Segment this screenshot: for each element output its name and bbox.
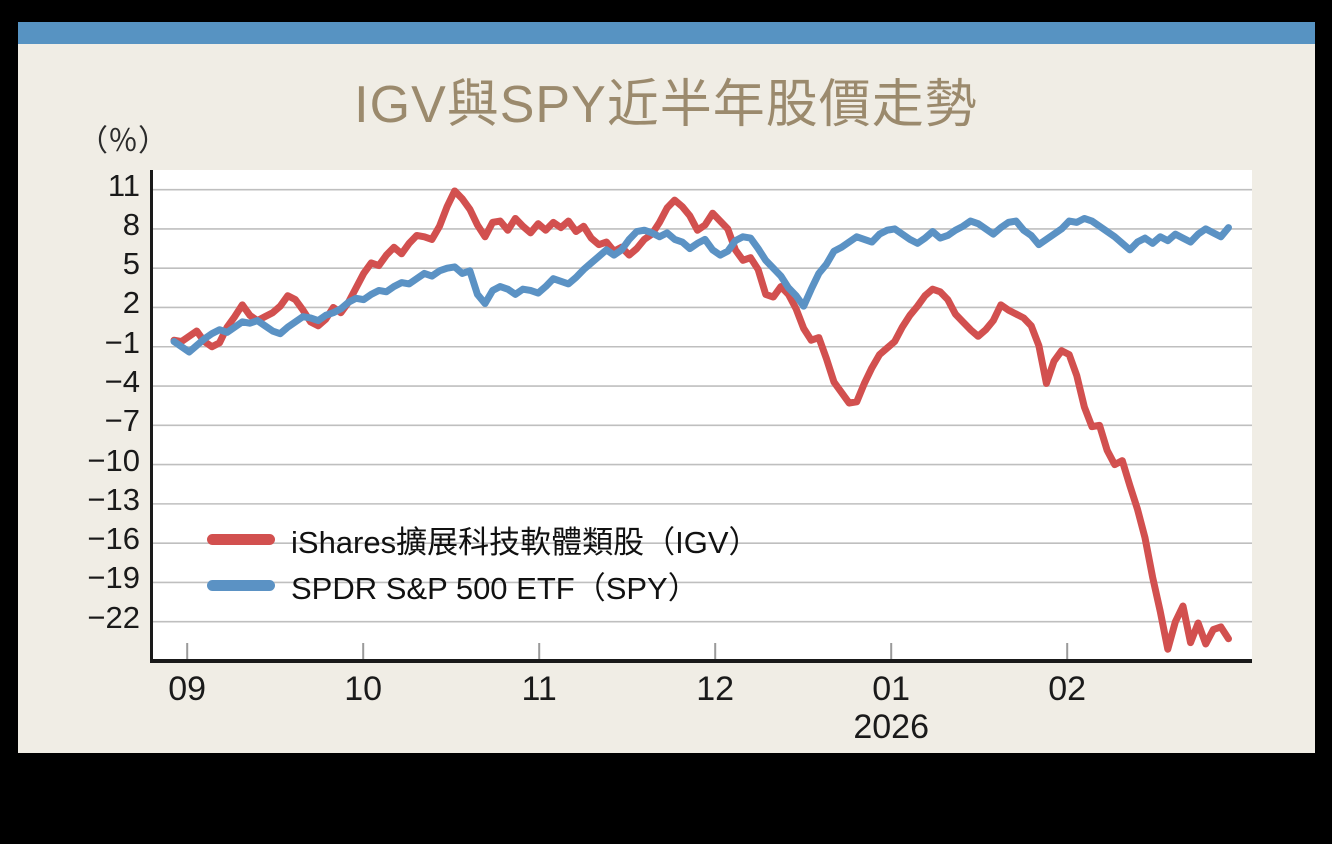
x-axis-tick-label: 02	[1048, 670, 1087, 708]
y-axis-line	[150, 170, 153, 662]
accent-bar	[18, 22, 1315, 44]
x-axis-tick-label: 09	[168, 670, 207, 708]
y-axis-tick-label: 2	[122, 285, 140, 321]
y-axis-tick-label: −19	[87, 560, 140, 596]
x-axis-tick-label: 01	[872, 670, 911, 708]
legend-item-spy: SPDR S&P 500 ETF（SPY）	[207, 562, 760, 608]
y-axis-tick-label: −4	[104, 364, 140, 400]
y-axis-unit-label: （％）	[78, 125, 168, 158]
x-axis-tick-label: 11	[521, 670, 557, 708]
series-lines	[170, 187, 1232, 653]
y-axis-tick-label: −1	[104, 324, 140, 360]
y-axis-tick-label: 11	[107, 167, 140, 203]
y-axis-tick-label: −16	[87, 521, 140, 557]
legend-item-igv: iShares擴展科技軟體類股（IGV）	[207, 516, 760, 562]
x-axis-line	[150, 659, 1252, 663]
legend-swatch-igv	[207, 533, 275, 545]
x-axis-tick-label: 10	[344, 670, 383, 708]
y-axis-tick-label: 8	[122, 206, 140, 242]
chart-svg	[152, 187, 1252, 661]
y-axis-tick-label: −22	[87, 599, 140, 635]
y-axis-tick-label: −7	[104, 403, 140, 439]
chart-plot-area	[152, 170, 1252, 661]
x-axis-ticks	[186, 643, 1069, 661]
legend-label-spy: SPDR S&P 500 ETF（SPY）	[291, 570, 699, 606]
gridlines	[152, 188, 1252, 623]
y-axis-tick-label: −13	[87, 481, 140, 517]
series-line	[170, 214, 1232, 356]
x-axis-tick-label: 12	[696, 670, 735, 708]
legend-swatch-spy	[207, 579, 275, 591]
x-axis-year-label: 2026	[853, 708, 929, 746]
page-title: IGV與SPY近半年股價走勢	[354, 76, 978, 134]
y-axis-tick-label: −10	[87, 442, 140, 478]
y-axis-tick-label: 5	[122, 246, 140, 282]
legend-label-igv: iShares擴展科技軟體類股（IGV）	[291, 524, 760, 560]
chart-legend: iShares擴展科技軟體類股（IGV） SPDR S&P 500 ETF（SP…	[207, 516, 760, 608]
